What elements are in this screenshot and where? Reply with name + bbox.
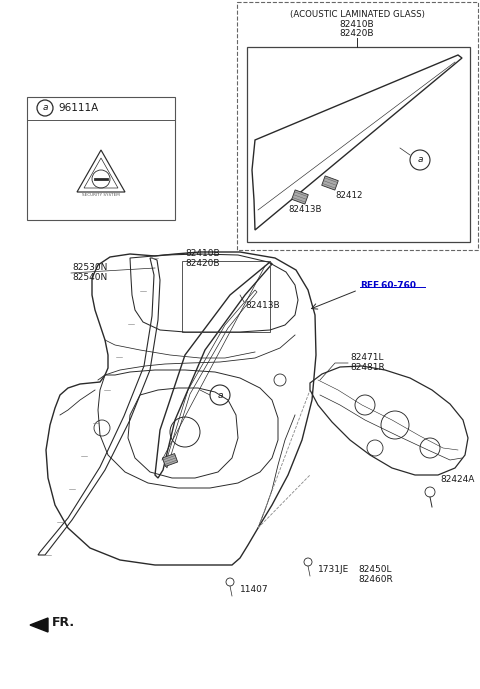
Text: 82471L: 82471L [350,353,384,362]
Text: 82460R: 82460R [358,575,393,584]
Text: a: a [417,156,423,165]
Polygon shape [322,176,338,190]
Text: SECURITY SYSTEM: SECURITY SYSTEM [82,193,120,197]
Text: a: a [217,391,223,400]
Text: 11407: 11407 [240,586,269,595]
Text: 82410B: 82410B [340,20,374,29]
Text: 82420B: 82420B [185,258,219,267]
Polygon shape [292,190,308,204]
Text: 82413B: 82413B [245,300,280,309]
Text: 82410B: 82410B [185,249,220,258]
Polygon shape [30,618,48,632]
Text: REF.60-760: REF.60-760 [360,280,416,289]
Text: 82481R: 82481R [350,364,385,373]
Text: 82450L: 82450L [358,566,392,575]
Text: (ACOUSTIC LAMINATED GLASS): (ACOUSTIC LAMINATED GLASS) [289,10,424,19]
Text: 82424A: 82424A [440,475,474,484]
Text: 82412: 82412 [335,190,362,200]
Text: 82540N: 82540N [72,274,107,282]
Text: 82420B: 82420B [340,29,374,38]
Text: 1731JE: 1731JE [318,566,349,575]
Text: 96111A: 96111A [58,103,98,113]
Text: FR.: FR. [52,615,75,628]
Text: a: a [42,103,48,112]
Text: 82530N: 82530N [72,263,108,273]
Text: 82413B: 82413B [288,205,322,214]
Polygon shape [162,453,178,466]
